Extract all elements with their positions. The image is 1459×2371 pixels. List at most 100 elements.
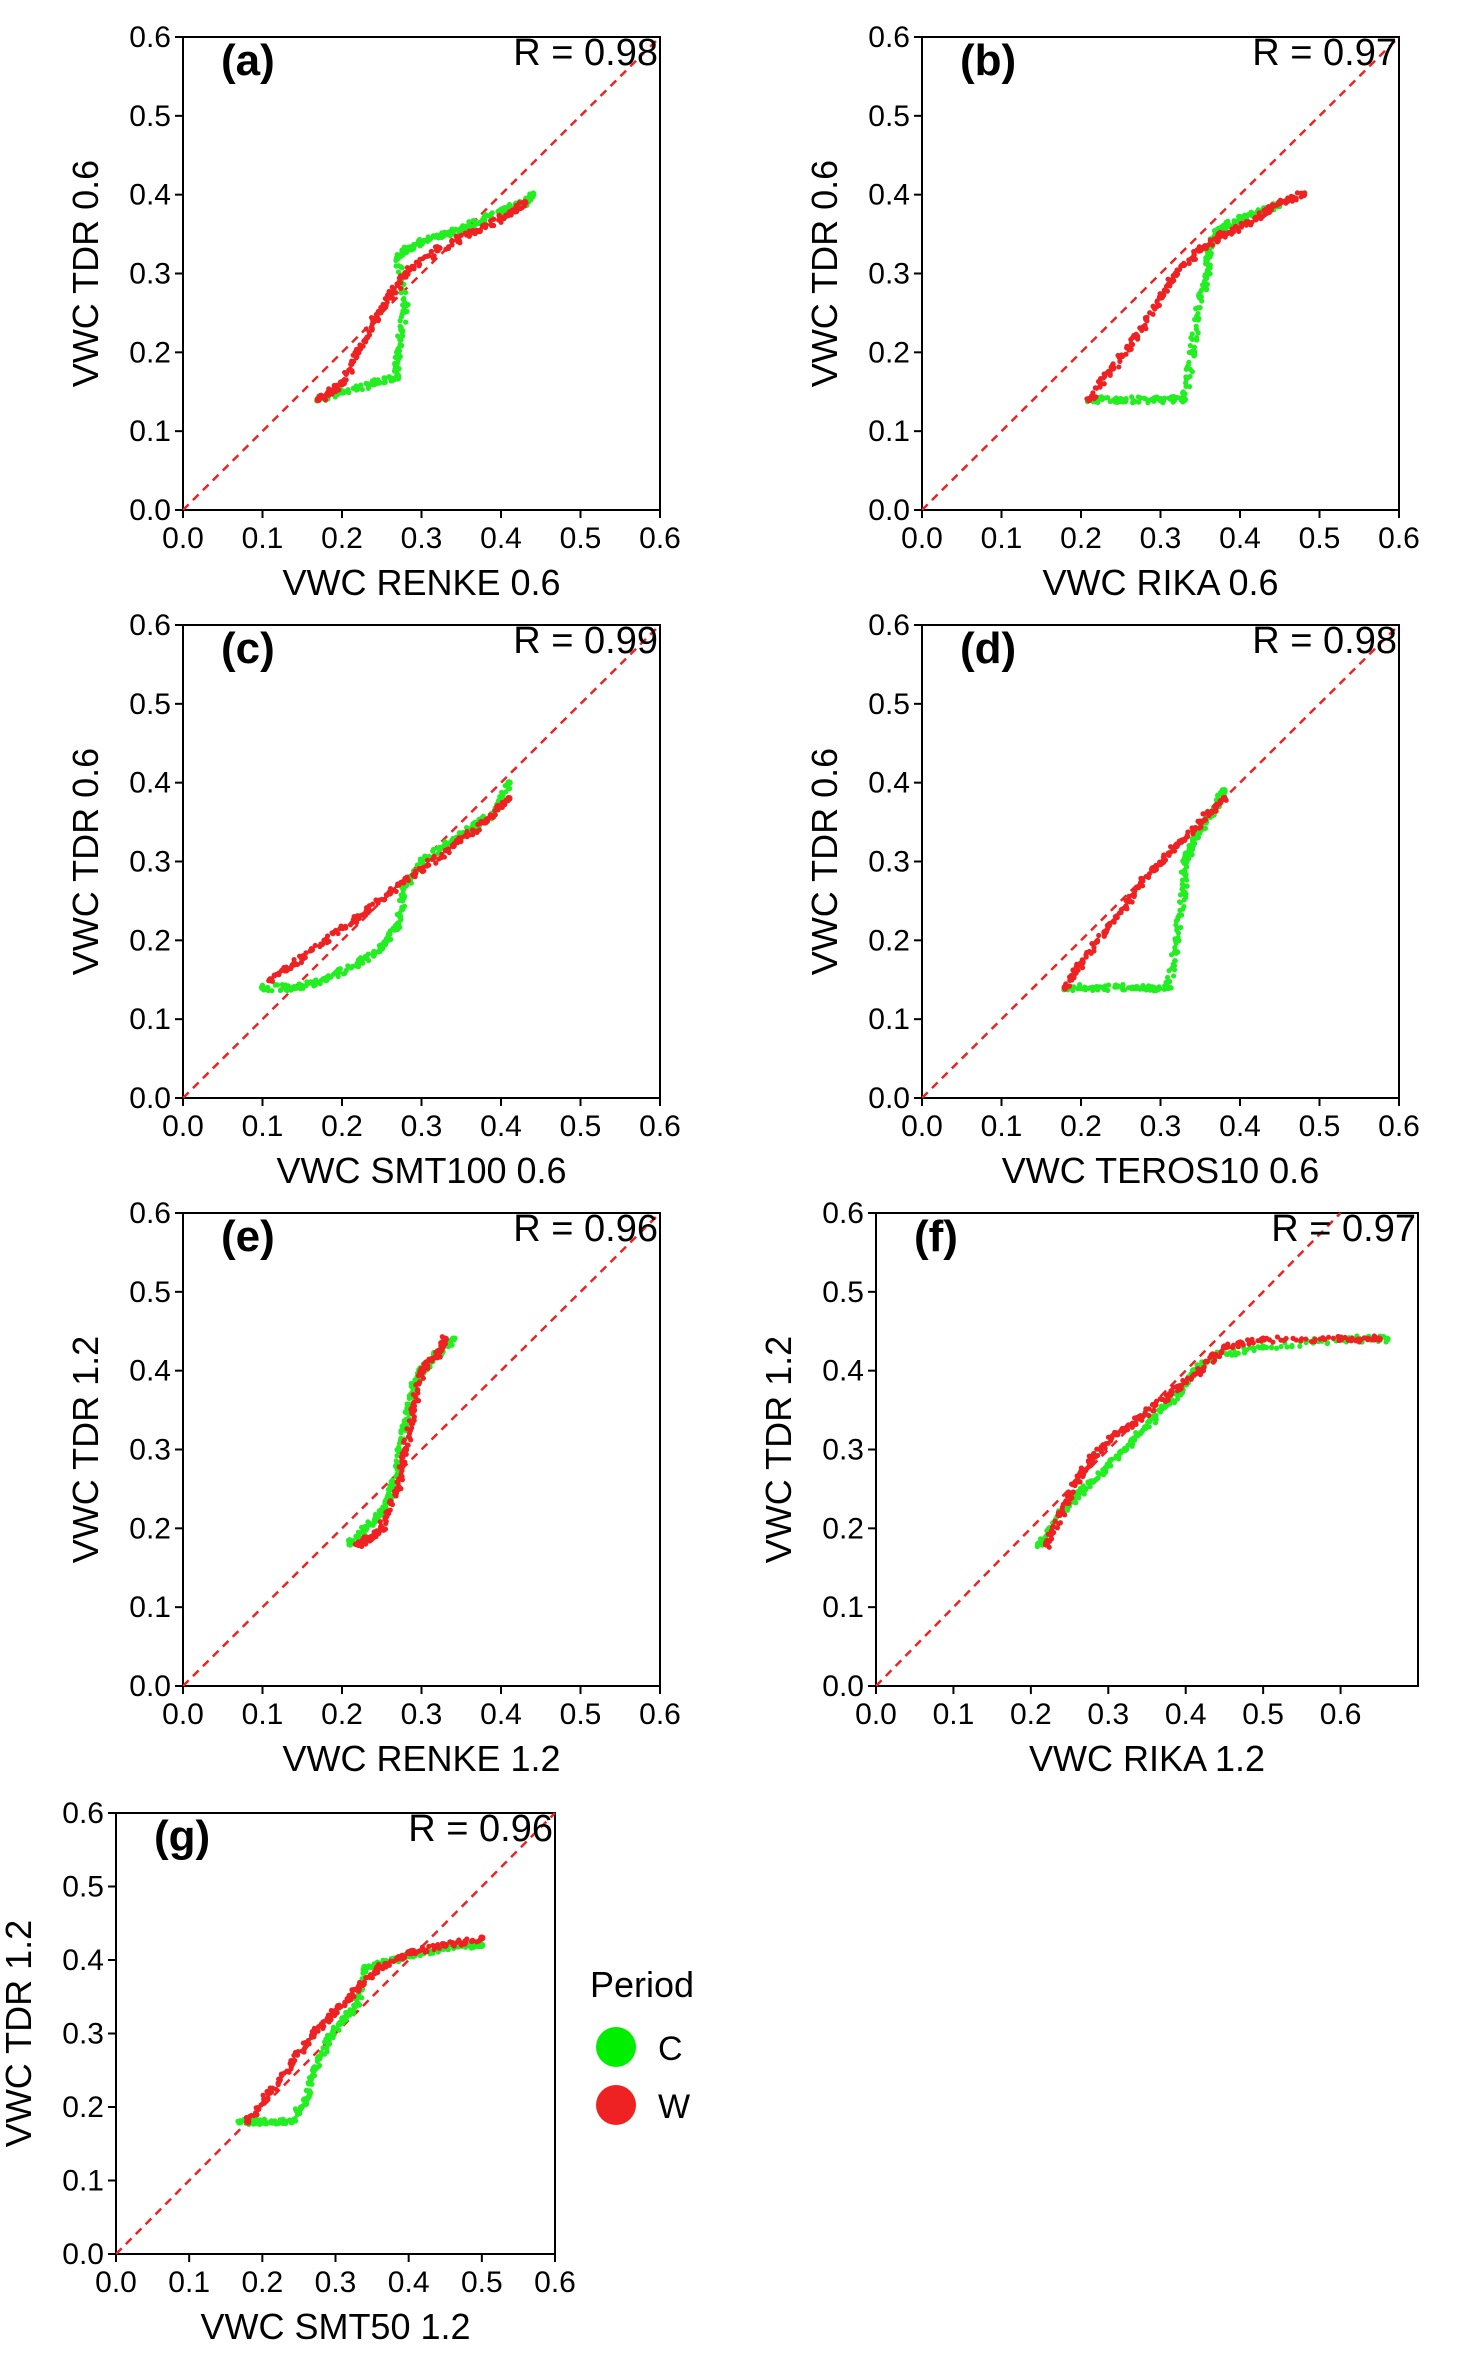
data-point-w [1250, 1340, 1256, 1346]
data-point-w [1062, 1499, 1068, 1505]
data-point-w [1131, 1415, 1138, 1421]
data-point-w [1131, 892, 1137, 898]
data-point-w [1143, 873, 1149, 880]
y-axis-title: VWC TDR 0.6 [804, 160, 845, 387]
data-point-c [353, 2000, 362, 2008]
data-point-c [1187, 373, 1193, 380]
data-point-w [1205, 242, 1211, 249]
data-point-w [426, 1943, 432, 1949]
data-point-w [400, 879, 406, 885]
x-tick-label: 0.6 [639, 1698, 681, 1731]
data-point-w [463, 1939, 469, 1945]
x-tick-label: 0.3 [401, 1698, 443, 1731]
data-point-w [465, 230, 473, 238]
data-point-w [351, 358, 357, 365]
data-point-w [303, 950, 309, 956]
data-point-w [312, 942, 318, 949]
identity-line [182, 36, 661, 511]
y-tick-label: 0.2 [868, 924, 910, 957]
data-point-w [1073, 1477, 1081, 1485]
data-point-c [400, 296, 406, 303]
panel-e: 0.0 0.1 0.2 0.3 0.4 0.5 0.6 0.0 0.1 0.2 0.3 0.4 0.5 0… [65, 1197, 681, 1779]
data-point-c [399, 907, 405, 913]
data-point-c [398, 324, 404, 331]
x-tick-label: 0.2 [1010, 1698, 1052, 1731]
data-point-w [363, 326, 369, 332]
data-point-c [378, 944, 386, 952]
y-tick-label: 0.0 [868, 494, 910, 527]
data-point-c [401, 903, 408, 909]
data-point-c [1127, 1438, 1136, 1446]
data-point-w [1201, 811, 1207, 817]
data-point-c [402, 246, 410, 254]
r-label: R = 0.97 [1271, 1208, 1416, 1250]
x-tick-label: 0.1 [168, 2266, 210, 2299]
data-point-w [477, 228, 483, 235]
data-point-w [1231, 229, 1237, 235]
y-tick-label: 0.3 [129, 1434, 171, 1467]
data-point-w [1172, 842, 1180, 850]
data-point-w [405, 1949, 413, 1957]
data-point-c [309, 2072, 315, 2078]
data-point-c [1268, 1344, 1275, 1350]
panel-letter: (f) [914, 1212, 958, 1261]
data-point-w [1198, 824, 1204, 830]
data-point-c [397, 337, 403, 343]
panel-c: 0.0 0.1 0.2 0.3 0.4 0.5 0.6 0.0 0.1 0.2 0.3 0.4 0.5 0… [65, 609, 681, 1191]
y-tick-label: 0.6 [62, 1797, 104, 1830]
data-point-w [462, 833, 468, 839]
data-point-w [1256, 210, 1262, 216]
data-point-c [402, 301, 410, 309]
x-axis-title: VWC RENKE 0.6 [282, 562, 560, 603]
data-point-c [1180, 857, 1188, 866]
data-point-w [1168, 844, 1174, 850]
r-label: R = 0.96 [513, 1208, 658, 1250]
y-tick-label: 0.5 [822, 1276, 864, 1309]
plot-frame [875, 1212, 1419, 1687]
series-c [235, 1939, 486, 2128]
panel-letter: (a) [221, 36, 275, 85]
data-point-c [394, 254, 402, 262]
data-point-w [411, 263, 417, 270]
data-point-w [1157, 1396, 1163, 1402]
data-point-c [339, 2015, 347, 2023]
series-w [1061, 794, 1229, 992]
data-point-w [1183, 1379, 1189, 1386]
y-axis-title: VWC TDR 0.6 [804, 748, 845, 975]
data-point-w [1294, 190, 1300, 196]
data-point-w [419, 1944, 425, 1950]
data-point-c [1195, 310, 1201, 317]
data-point-w [492, 812, 498, 818]
data-point-w [1101, 928, 1109, 937]
data-point-w [1211, 236, 1218, 242]
data-point-w [1293, 1337, 1299, 1343]
data-point-c [312, 982, 318, 988]
data-point-w [1330, 1335, 1336, 1341]
data-point-w [1151, 1408, 1157, 1414]
data-point-c [297, 2110, 303, 2117]
data-point-w [327, 2015, 333, 2021]
data-point-w [311, 2025, 317, 2031]
data-point-c [1147, 1417, 1153, 1423]
data-point-c [417, 857, 426, 866]
data-point-c [316, 2053, 322, 2059]
legend-title: Period [590, 1964, 694, 2005]
x-tick-label: 0.6 [534, 2266, 576, 2299]
data-point-c [389, 1477, 395, 1483]
data-point-c [482, 217, 488, 223]
data-point-c [1156, 396, 1165, 404]
data-point-c [303, 2087, 310, 2093]
x-tick-label: 0.2 [321, 522, 363, 555]
data-point-w [1220, 1343, 1229, 1351]
data-point-w [1148, 865, 1157, 873]
y-tick-label: 0.4 [62, 1944, 104, 1977]
data-point-w [506, 209, 513, 215]
data-point-c [1194, 334, 1200, 341]
data-point-c [1122, 1445, 1128, 1451]
data-point-w [1349, 1335, 1355, 1341]
data-point-c [292, 2106, 299, 2112]
data-point-w [1153, 1398, 1160, 1404]
x-tick-label: 0.6 [1320, 1698, 1362, 1731]
data-point-w [370, 901, 376, 907]
data-point-c [350, 2011, 356, 2017]
